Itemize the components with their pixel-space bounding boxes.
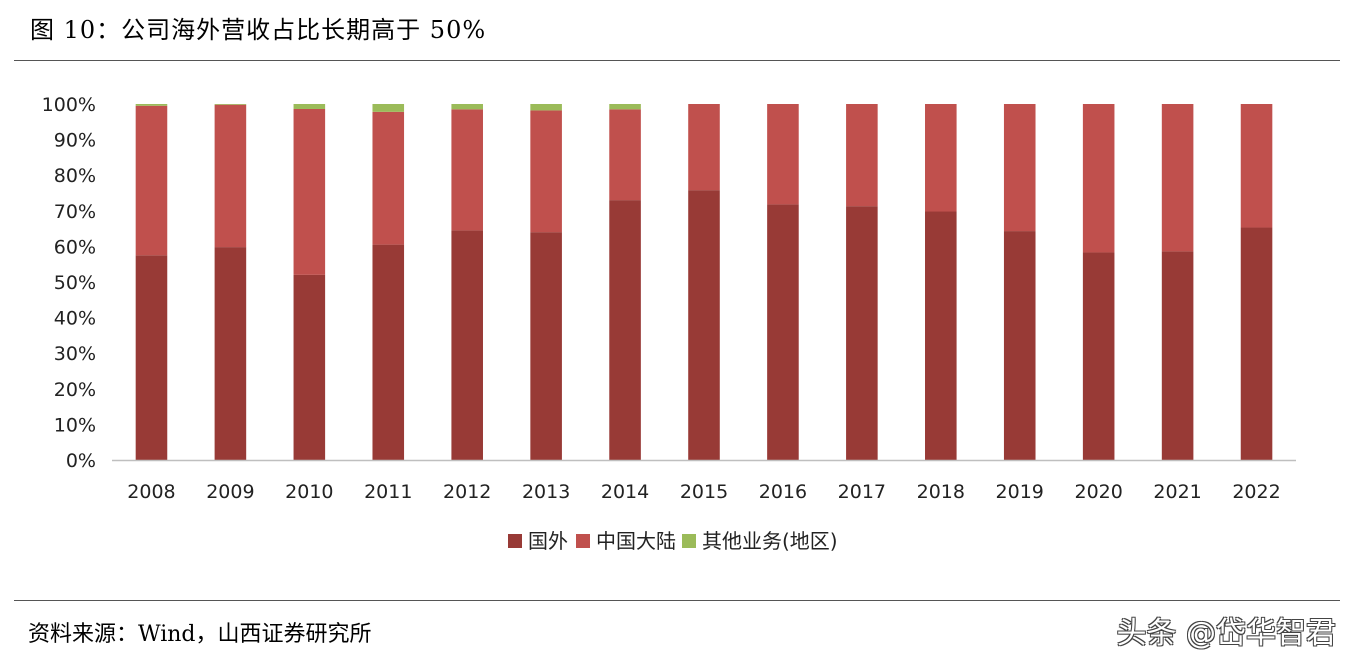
bar-segment-series-0 [372, 244, 405, 460]
bar-segment-series-0 [1003, 231, 1036, 460]
bar-segment-series-0 [293, 274, 326, 460]
bar-segment-series-0 [767, 204, 799, 460]
bar-segment-series-0 [135, 255, 168, 460]
y-tick-label: 30% [54, 343, 96, 365]
bar-segment-series-0 [214, 247, 247, 460]
legend-swatch [576, 534, 590, 548]
bar-segment-series-2 [372, 104, 405, 112]
bar-segment-series-2 [135, 104, 168, 106]
x-tick-label: 2016 [759, 481, 807, 503]
bar-segment-series-2 [530, 104, 562, 111]
y-tick-label: 10% [54, 414, 96, 436]
bar-segment-series-0 [609, 200, 641, 460]
bar-segment-series-1 [767, 104, 799, 205]
bar-segment-series-0 [451, 230, 483, 460]
bar-segment-series-1 [214, 104, 247, 248]
x-tick-label: 2011 [364, 481, 412, 503]
bar-segment-series-1 [688, 104, 720, 191]
stacked-bar-chart: 0%10%20%30%40%50%60%70%80%90%100% 2008 20… [42, 94, 1296, 553]
legend-label: 中国大陆 [596, 529, 676, 553]
bar-segment-series-1 [372, 111, 405, 245]
bar-segment-series-0 [1082, 252, 1115, 460]
figure-title: 图 10：公司海外营收占比长期高于 50% [30, 16, 487, 44]
legend-label: 国外 [528, 529, 568, 553]
bar-segment-series-2 [451, 104, 483, 110]
bar-segment-series-1 [609, 109, 641, 201]
x-tick-label: 2021 [1153, 481, 1201, 503]
bar-segment-series-1 [846, 104, 878, 207]
bottom-rule [14, 600, 1340, 601]
bar-segment-series-0 [1161, 251, 1194, 460]
watermark-logo: 头条 @岱华智君 [1116, 616, 1336, 651]
y-tick-label: 40% [54, 308, 96, 330]
bar-segment-series-1 [1240, 104, 1273, 228]
bar-segment-series-1 [293, 108, 326, 275]
bar-segment-series-1 [925, 104, 957, 212]
bar-segment-series-2 [214, 104, 247, 105]
y-tick-label: 0% [66, 450, 96, 472]
x-tick-label: 2019 [996, 481, 1044, 503]
y-tick-label: 50% [54, 272, 96, 294]
bar-segment-series-1 [451, 109, 483, 231]
bar-segment-series-0 [925, 211, 957, 460]
bar-segment-series-0 [688, 190, 720, 461]
bar-segment-series-0 [1240, 227, 1273, 460]
top-rule [14, 60, 1340, 61]
bar-segment-series-0 [530, 232, 562, 460]
y-tick-label: 20% [54, 379, 96, 401]
x-tick-label: 2008 [127, 481, 175, 503]
legend-label: 其他业务(地区) [702, 529, 838, 553]
x-tick-label: 2017 [838, 481, 886, 503]
x-tick-label: 2018 [917, 481, 965, 503]
source-note: 资料来源：Wind，山西证券研究所 [28, 622, 372, 647]
legend-swatch [508, 534, 522, 548]
x-tick-label: 2014 [601, 481, 649, 503]
bars [135, 104, 1273, 461]
x-tick-label: 2020 [1074, 481, 1122, 503]
x-tick-label: 2010 [285, 481, 333, 503]
x-tick-label: 2015 [680, 481, 728, 503]
legend: 国外 中国大陆 其他业务(地区) [508, 529, 838, 553]
y-tick-label: 100% [42, 94, 96, 116]
x-axis: 2008 2009 2010 2011 2012 2013 2014 2015 2016 2017… [112, 459, 1296, 503]
bar-segment-series-0 [846, 206, 878, 460]
bar-segment-series-1 [1082, 104, 1115, 253]
y-tick-label: 60% [54, 236, 96, 258]
bar-segment-series-1 [530, 110, 562, 233]
x-tick-label: 2022 [1232, 481, 1280, 503]
x-tick-label: 2012 [443, 481, 491, 503]
bar-segment-series-2 [609, 104, 641, 110]
y-tick-label: 90% [54, 130, 96, 152]
bar-segment-series-1 [135, 105, 168, 256]
y-tick-label: 80% [54, 165, 96, 187]
x-tick-label: 2009 [206, 481, 254, 503]
y-axis: 0% 10% 20% 30% 40% 50% 60% 70% 80% 90% 100% [42, 94, 96, 472]
x-tick-label: 2013 [522, 481, 570, 503]
bar-segment-series-1 [1003, 104, 1036, 232]
legend-swatch [682, 534, 696, 548]
bar-segment-series-2 [293, 104, 326, 109]
bar-segment-series-1 [1161, 104, 1194, 252]
y-tick-label: 70% [54, 201, 96, 223]
